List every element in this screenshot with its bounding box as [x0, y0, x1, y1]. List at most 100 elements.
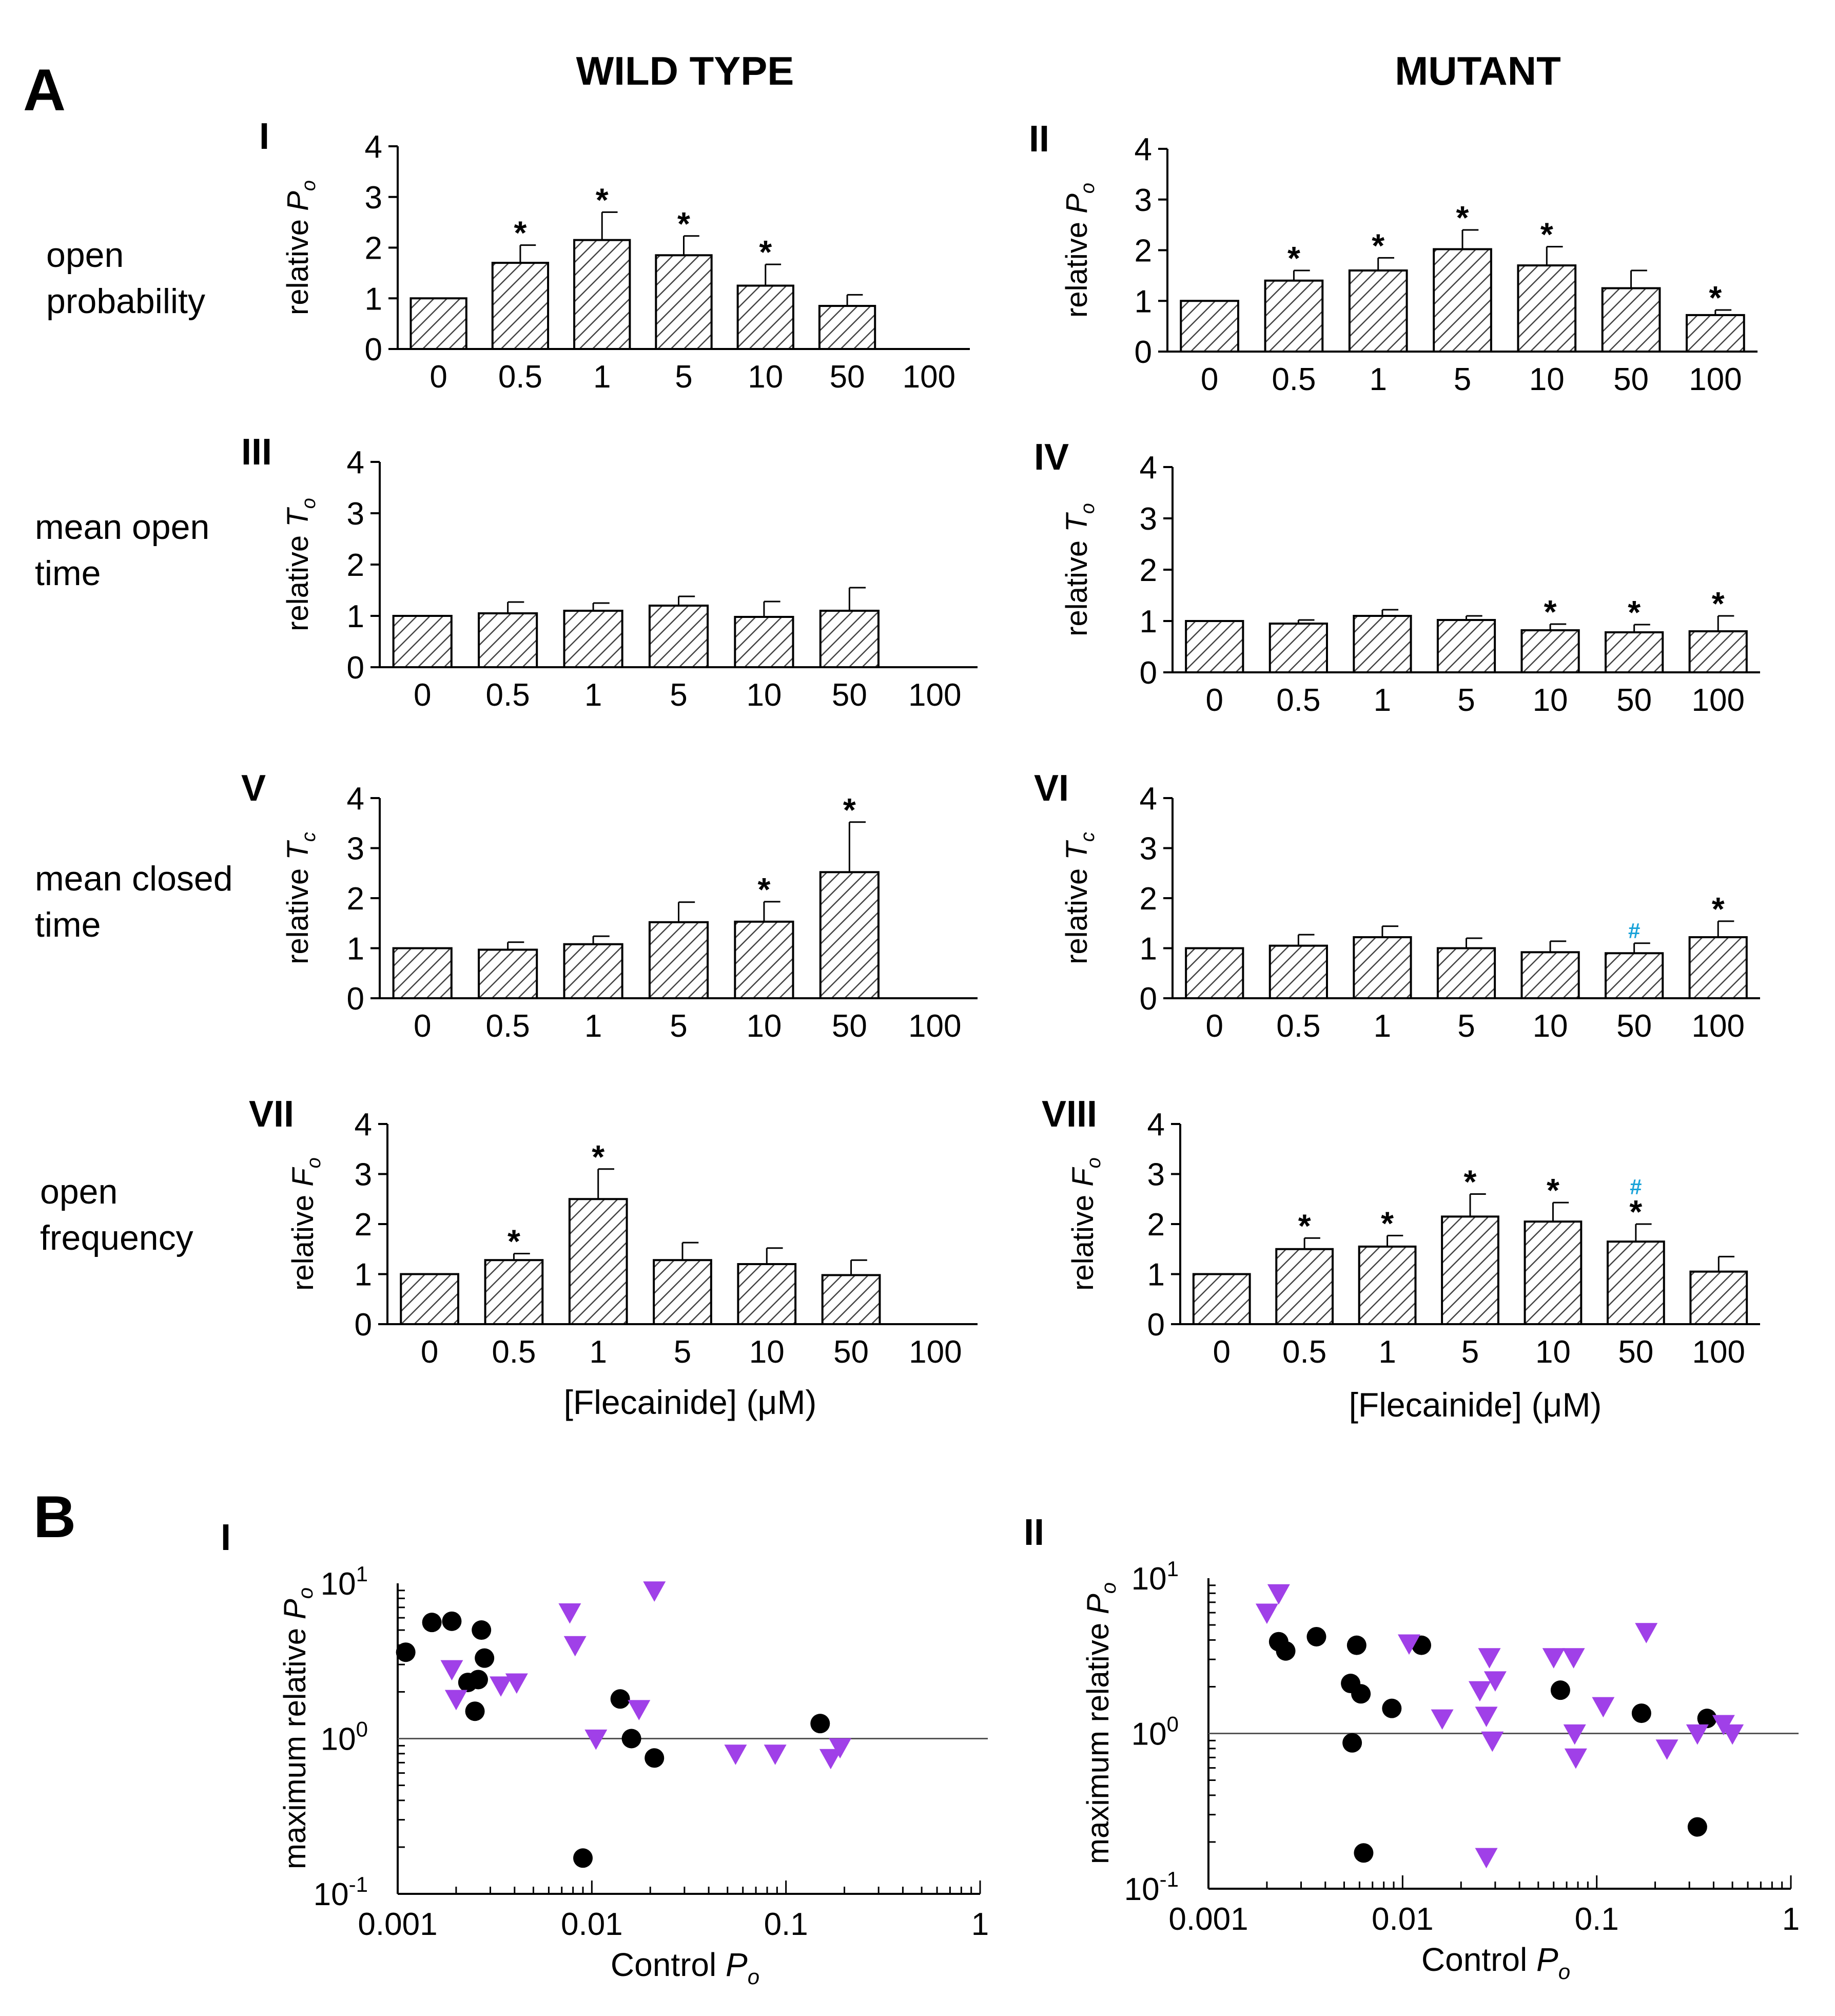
y-tick-label: 101: [321, 1562, 368, 1602]
y-tick-label: 2: [1147, 1207, 1165, 1243]
data-point-triangle: [1475, 1707, 1498, 1728]
x-tick-label: 0.5: [492, 1334, 536, 1370]
significance-star: *: [1381, 1205, 1394, 1242]
data-point-circle: [621, 1729, 641, 1749]
bar: [392, 615, 453, 668]
data-point-circle: [645, 1748, 665, 1768]
panel-label: II: [1024, 1512, 1044, 1553]
data-point-circle: [1550, 1680, 1570, 1700]
x-tick-label: 1: [1369, 362, 1387, 397]
y-tick-label: 2: [365, 231, 382, 266]
y-tick-label: 0: [347, 650, 364, 686]
y-axis-label: relative Fo: [286, 1157, 325, 1291]
data-point-triangle: [1475, 1848, 1498, 1869]
x-tick-label: 10: [1533, 1009, 1568, 1044]
data-point-circle: [442, 1611, 462, 1631]
data-point-circle: [1342, 1733, 1362, 1753]
y-tick-label: 101: [1131, 1557, 1179, 1597]
x-tick-label: 50: [1618, 1334, 1653, 1370]
data-point-triangle: [1542, 1648, 1565, 1669]
significance-star: *: [1712, 890, 1725, 927]
bar-chart-iv: IV 0 1 2 3 4 relative To 0 0.5 1 5 10 * 50 * 100 *: [1034, 437, 1760, 718]
data-point-triangle: [563, 1636, 587, 1657]
bar: [409, 297, 467, 350]
row-label-line: frequency: [40, 1218, 193, 1257]
y-axis-label: relative Tc: [281, 832, 320, 964]
data-point-circle: [1687, 1817, 1707, 1837]
x-tick-label: 0: [1213, 1334, 1230, 1370]
x-tick-label: 10: [746, 1009, 782, 1044]
y-tick-label: 10-1: [1124, 1867, 1179, 1907]
x-tick-label: 50: [832, 677, 867, 713]
y-tick-label: 0: [347, 981, 364, 1017]
x-tick-label: 100: [908, 1009, 961, 1044]
bar: [1275, 1248, 1334, 1325]
panel-label: V: [241, 768, 266, 809]
row-label-line: open: [40, 1172, 118, 1211]
data-point-triangle: [1267, 1584, 1290, 1605]
data-point-circle: [465, 1701, 485, 1721]
y-tick-label: 2: [1140, 553, 1157, 588]
x-tick-label: 100: [1691, 1009, 1744, 1044]
panel-label: VI: [1034, 768, 1069, 809]
panel-b-label: B: [33, 1484, 76, 1550]
bar: [1358, 1245, 1417, 1325]
data-point-circle: [468, 1670, 488, 1690]
bar: [484, 1259, 544, 1325]
y-tick-label: 100: [321, 1717, 368, 1757]
bar-chart-ii: II 0 1 2 3 4 relative Po 0 0.5 * 1 * 5 * 10 * 50 100 *: [1029, 119, 1758, 397]
data-point-circle: [610, 1689, 630, 1709]
panel-label: II: [1029, 119, 1049, 160]
bar: [478, 612, 538, 668]
y-axis-label: relative Tc: [1060, 832, 1099, 964]
bar: [1180, 300, 1239, 353]
significance-star: *: [592, 1138, 604, 1175]
y-tick-label: 3: [1140, 501, 1157, 537]
significance-star: *: [843, 791, 856, 828]
x-tick-label: 1: [584, 1009, 602, 1044]
x-tick-label: 0.1: [764, 1907, 808, 1942]
column-title-mutant: MUTANT: [1395, 48, 1560, 93]
panel-label: VII: [249, 1094, 294, 1135]
data-point-circle: [1697, 1709, 1717, 1729]
y-axis-label: maximum relative Po: [278, 1587, 317, 1869]
x-tick-label: 10: [748, 359, 783, 395]
bar-chart-iii: III 0 1 2 3 4 relative To 0 0.5 1 5 10 50 100: [241, 432, 978, 713]
y-tick-label: 0: [355, 1307, 372, 1343]
data-point-circle: [396, 1642, 416, 1662]
data-point-circle: [1354, 1843, 1374, 1863]
data-point-triangle: [1255, 1603, 1278, 1624]
bar: [392, 947, 453, 999]
significance-hash: #: [1630, 1175, 1642, 1199]
data-point-circle: [422, 1613, 442, 1633]
row-label-open-probability: open probability: [46, 236, 205, 321]
x-tick-label: 0: [1206, 1009, 1223, 1044]
xlabel-mutant: [Flecainide] (μM): [1349, 1386, 1602, 1424]
data-point-triangle: [1635, 1623, 1658, 1643]
y-tick-label: 3: [347, 496, 364, 532]
bar: [1601, 287, 1661, 353]
y-tick-label: 2: [347, 881, 364, 917]
y-tick-label: 10-1: [314, 1872, 368, 1912]
bar: [1686, 314, 1745, 353]
x-tick-label: 100: [903, 359, 955, 395]
y-tick-label: 4: [1140, 781, 1157, 817]
x-tick-label: 1: [1782, 1902, 1800, 1937]
x-tick-label: 0.5: [1276, 683, 1320, 718]
row-label-line: time: [35, 554, 101, 593]
bar-chart-vii: VII 0 1 2 3 4 relative Fo 0 0.5 * 1 * 5 10 50 100: [249, 1094, 978, 1370]
x-tick-label: 1: [1374, 1009, 1391, 1044]
data-point-triangle: [1655, 1739, 1678, 1760]
y-tick-label: 1: [365, 281, 382, 317]
data-point-triangle: [1686, 1724, 1709, 1745]
x-tick-label: 10: [1533, 683, 1568, 718]
panel-label: VIII: [1042, 1094, 1097, 1135]
significance-star: *: [1464, 1164, 1477, 1200]
x-tick-label: 0.5: [498, 359, 542, 395]
bar: [1441, 1215, 1499, 1325]
